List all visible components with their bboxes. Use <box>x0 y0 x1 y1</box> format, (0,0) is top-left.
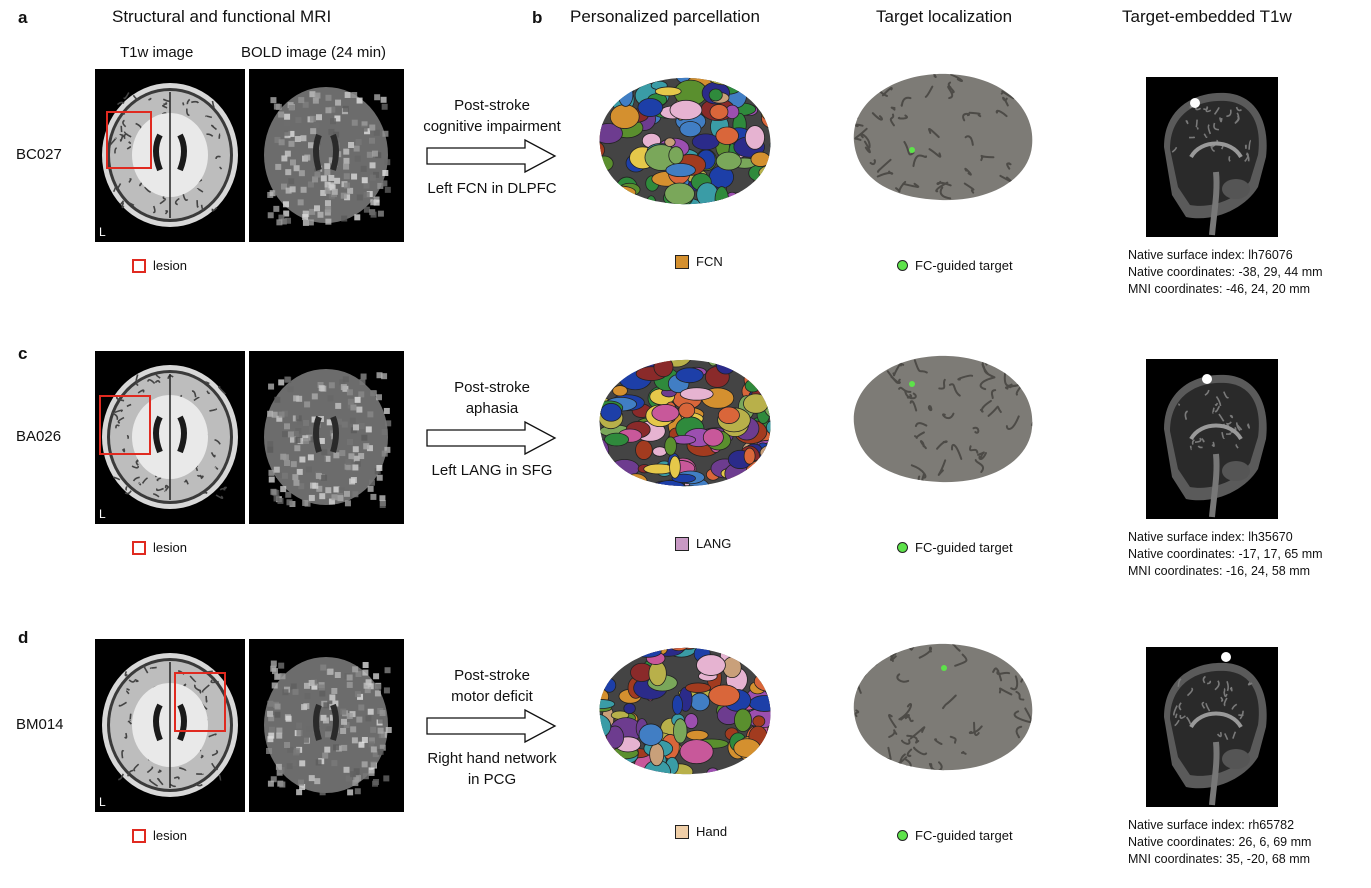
coordinates-info: Native surface index: rh65782 Native coor… <box>1128 817 1311 868</box>
lesion-legend-swatch <box>132 540 146 555</box>
case-id: BM014 <box>16 716 64 733</box>
case-id: BA026 <box>16 428 62 445</box>
lesion-box <box>106 111 152 169</box>
target-legend-dot <box>897 830 908 841</box>
column-title-target: Target localization <box>876 7 1013 26</box>
panel-letter-b: b <box>532 8 543 27</box>
arrow-bottom-line: Right hand network <box>427 750 557 767</box>
arrow-bottom-line: Left FCN in DLPFC <box>427 180 557 197</box>
lesion-legend: lesion <box>132 540 187 555</box>
coordinate-line: MNI coordinates: 35, -20, 68 mm <box>1128 852 1311 866</box>
arrow-bottom-line: in PCG <box>467 771 517 788</box>
bold-image <box>249 639 404 812</box>
lesion-legend: lesion <box>132 828 187 843</box>
side-marker: L <box>99 795 106 809</box>
side-marker: L <box>99 225 106 239</box>
target-embedded-t1w <box>1146 359 1278 519</box>
bold-image <box>249 351 404 524</box>
target-legend: FC-guided target <box>897 828 1013 843</box>
target-embedded-t1w <box>1146 647 1278 807</box>
arrow-top-line: motor deficit <box>451 688 533 705</box>
coordinate-line: Native surface index: lh76076 <box>1128 248 1293 262</box>
lesion-legend-label: lesion <box>153 540 187 555</box>
target-network-text: Right hand network in PCG <box>402 748 582 790</box>
arrow-bottom-line: Left LANG in SFG <box>431 462 553 479</box>
arrow-top-line: Post-stroke <box>454 379 530 396</box>
t1w-axial-image: L <box>95 639 245 812</box>
subtitle-bold-image: BOLD image (24 min) <box>241 44 387 61</box>
lesion-legend-label: lesion <box>153 828 187 843</box>
indication-text: Post-stroke aphasia <box>402 377 582 419</box>
column-title-mri: Structural and functional MRI <box>112 7 332 26</box>
target-legend-label: FC-guided target <box>915 540 1013 555</box>
target-embedded-t1w <box>1146 77 1278 237</box>
column-title-parcellation: Personalized parcellation <box>570 7 760 26</box>
coordinates-info: Native surface index: lh35670 Native coor… <box>1128 529 1323 580</box>
cortex-surface <box>840 346 1040 501</box>
coordinate-line: Native coordinates: -38, 29, 44 mm <box>1128 265 1323 279</box>
network-legend: FCN <box>675 254 723 269</box>
panel-letter-c: c <box>18 344 28 363</box>
lesion-legend-label: lesion <box>153 258 187 273</box>
network-legend-swatch <box>675 254 689 269</box>
parcellation-brain <box>580 348 780 503</box>
target-dot <box>941 665 947 671</box>
lesion-legend: lesion <box>132 258 187 273</box>
side-marker: L <box>99 507 106 521</box>
bold-image <box>249 69 404 242</box>
target-dot <box>909 147 915 153</box>
target-marker <box>1221 652 1231 662</box>
right-arrow-icon <box>426 138 557 174</box>
coordinate-line: Native coordinates: -17, 17, 65 mm <box>1128 547 1323 561</box>
cortex-surface <box>840 634 1040 789</box>
indication-text: Post-stroke motor deficit <box>402 665 582 707</box>
coordinate-line: Native surface index: rh65782 <box>1128 818 1295 832</box>
coordinate-line: Native coordinates: 26, 6, 69 mm <box>1128 835 1312 849</box>
arrow-top-line: aphasia <box>465 400 519 417</box>
target-marker <box>1202 374 1212 384</box>
arrow-top-line: cognitive impairment <box>423 118 561 135</box>
arrow-top-line: Post-stroke <box>454 667 530 684</box>
lesion-legend-swatch <box>132 828 146 843</box>
lesion-box <box>99 395 151 455</box>
coordinate-line: MNI coordinates: -16, 24, 58 mm <box>1128 564 1311 578</box>
target-legend-dot <box>897 260 908 271</box>
network-legend: LANG <box>675 536 731 551</box>
coordinate-line: Native surface index: lh35670 <box>1128 530 1293 544</box>
target-marker <box>1190 98 1200 108</box>
target-network-text: Left FCN in DLPFC <box>402 178 582 199</box>
target-legend-dot <box>897 542 908 553</box>
parcellation-brain <box>580 636 780 791</box>
t1w-axial-image: L <box>95 351 245 524</box>
network-legend-label: Hand <box>696 824 728 839</box>
case-id: BC027 <box>16 146 62 163</box>
t1w-axial-image: L <box>95 69 245 242</box>
right-arrow-icon <box>426 420 557 456</box>
network-legend: Hand <box>675 824 727 839</box>
column-title-t1w: Target-embedded T1w <box>1122 7 1292 26</box>
panel-letter-d: d <box>18 628 29 647</box>
arrow-top-line: Post-stroke <box>454 97 530 114</box>
coordinate-line: MNI coordinates: -46, 24, 20 mm <box>1128 282 1311 296</box>
coordinates-info: Native surface index: lh76076 Native coor… <box>1128 247 1323 298</box>
parcellation-brain <box>580 66 780 221</box>
lesion-box <box>174 672 226 732</box>
target-legend-label: FC-guided target <box>915 258 1013 273</box>
network-legend-swatch <box>675 536 689 551</box>
subtitle-t1w-image: T1w image <box>120 44 194 61</box>
right-arrow-icon <box>426 708 557 744</box>
target-legend-label: FC-guided target <box>915 828 1013 843</box>
cortex-surface <box>840 64 1040 219</box>
target-legend: FC-guided target <box>897 540 1013 555</box>
network-legend-swatch <box>675 824 689 839</box>
network-legend-label: LANG <box>696 536 732 551</box>
target-legend: FC-guided target <box>897 258 1013 273</box>
indication-text: Post-stroke cognitive impairment <box>402 95 582 137</box>
target-dot <box>909 381 915 387</box>
network-legend-label: FCN <box>696 254 723 269</box>
lesion-legend-swatch <box>132 258 146 273</box>
target-network-text: Left LANG in SFG <box>402 460 582 481</box>
panel-letter-a: a <box>18 8 28 27</box>
